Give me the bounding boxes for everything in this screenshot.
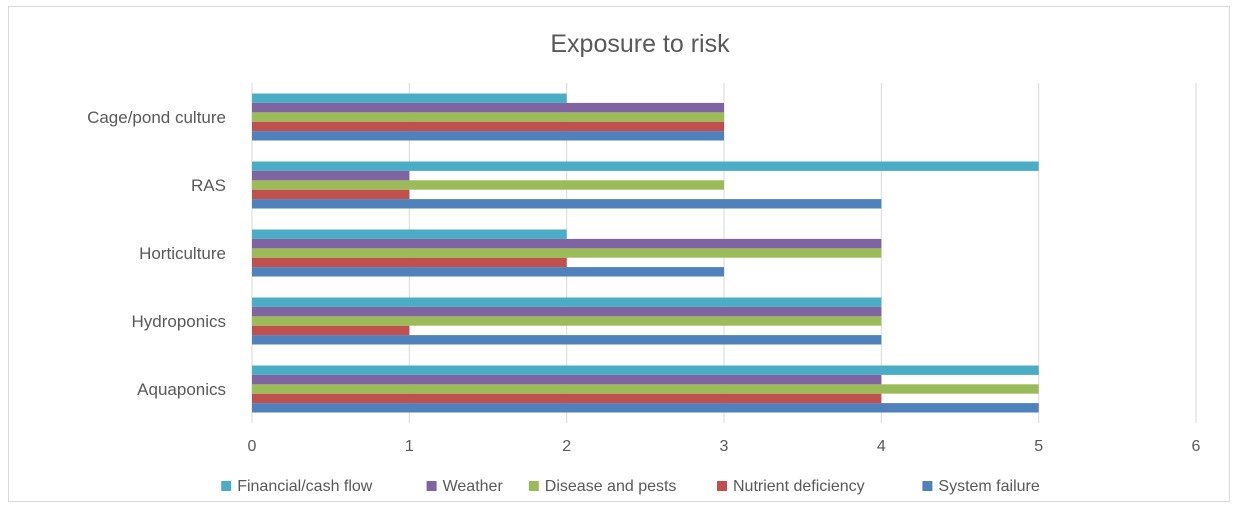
- bar-aquaponics-financial-cash-flow: [252, 365, 1039, 375]
- x-tick-label: 2: [562, 438, 571, 455]
- x-tick-label: 4: [877, 438, 886, 455]
- bar-ras-nutrient-deficiency: [252, 189, 410, 200]
- bars-group: [252, 93, 1039, 413]
- bar-hydroponics-system-failure: [252, 335, 882, 345]
- legend-label: Weather: [443, 478, 504, 495]
- category-label: Horticulture: [139, 244, 226, 263]
- legend-label: Nutrient deficiency: [733, 478, 865, 495]
- bar-aquaponics-nutrient-deficiency: [252, 393, 882, 404]
- legend-label: System failure: [938, 478, 1039, 495]
- x-tick-label: 6: [1192, 438, 1201, 455]
- bar-hydroponics-weather: [252, 306, 882, 317]
- category-label: Cage/pond culture: [87, 108, 226, 127]
- bar-cage-pond-culture-weather: [252, 102, 724, 113]
- bar-cage-pond-culture-disease-and-pests: [252, 112, 724, 122]
- category-label: Hydroponics: [132, 312, 227, 331]
- bar-ras-disease-and-pests: [252, 180, 724, 190]
- legend-label: Disease and pests: [545, 478, 677, 495]
- bar-aquaponics-system-failure: [252, 403, 1039, 413]
- category-label: RAS: [191, 176, 226, 195]
- x-tick-label: 0: [248, 438, 257, 455]
- bar-horticulture-disease-and-pests: [252, 248, 882, 258]
- bar-cage-pond-culture-system-failure: [252, 131, 724, 141]
- bar-cage-pond-culture-nutrient-deficiency: [252, 121, 724, 132]
- legend-label: Financial/cash flow: [237, 478, 373, 495]
- bar-ras-system-failure: [252, 199, 882, 209]
- legend-swatch: [221, 481, 232, 491]
- bar-horticulture-nutrient-deficiency: [252, 257, 567, 268]
- bar-horticulture-system-failure: [252, 267, 724, 277]
- legend: Financial/cash flow Weather Disease and pe…: [221, 478, 1040, 495]
- legend-swatch: [922, 481, 933, 491]
- category-label: Aquaponics: [137, 380, 226, 399]
- bar-horticulture-weather: [252, 238, 882, 249]
- legend-swatch: [426, 481, 437, 491]
- bar-cage-pond-culture-financial-cash-flow: [252, 93, 567, 103]
- x-tick-label: 5: [1034, 438, 1043, 455]
- bar-hydroponics-disease-and-pests: [252, 316, 882, 326]
- legend-swatch: [528, 481, 539, 491]
- chart-title: Exposure to risk: [550, 30, 730, 58]
- bar-horticulture-financial-cash-flow: [252, 229, 567, 239]
- x-tick-label: 3: [720, 438, 729, 455]
- bar-hydroponics-financial-cash-flow: [252, 297, 882, 307]
- bar-ras-financial-cash-flow: [252, 161, 1039, 171]
- x-tick-label: 1: [405, 438, 414, 455]
- x-tick-labels: 0 1 2 3 4 5 6: [248, 438, 1201, 455]
- legend-swatch: [717, 481, 727, 491]
- bar-hydroponics-nutrient-deficiency: [252, 325, 410, 336]
- bar-aquaponics-weather: [252, 374, 882, 385]
- bar-aquaponics-disease-and-pests: [252, 384, 1039, 394]
- bar-ras-weather: [252, 170, 410, 181]
- category-labels: Aquaponics Hydroponics Horticulture RAS Cage…: [87, 108, 226, 399]
